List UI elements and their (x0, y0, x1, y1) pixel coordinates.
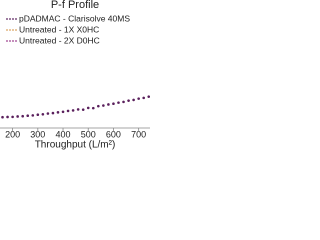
legend-marker (15, 29, 17, 31)
data-point (76, 108, 80, 111)
legend-marker (12, 18, 14, 20)
x-tick-label: 300 (30, 129, 45, 139)
legend-marker (15, 40, 17, 42)
x-axis-label: Throughput (L/m²) (35, 140, 116, 150)
legend-label: pDADMAC - Clarisolve 40MS (19, 13, 130, 23)
legend-marker (15, 18, 17, 20)
data-point (26, 114, 30, 117)
chart-title: P-f Profile (51, 0, 99, 11)
legend-marker (6, 18, 8, 20)
legend-marker (9, 40, 11, 42)
data-point (11, 115, 14, 119)
data-point (137, 97, 140, 100)
data-point (112, 102, 115, 105)
data-point (36, 113, 40, 117)
data-point (97, 104, 100, 108)
data-point (117, 101, 120, 104)
x-tick-label: 500 (81, 129, 96, 139)
data-point (31, 114, 35, 117)
data-point (51, 111, 55, 115)
data-point (61, 110, 65, 114)
x-tick-label: 200 (5, 129, 20, 139)
legend-marker (9, 29, 11, 31)
data-point (56, 111, 60, 114)
legend-label: Untreated - 2X D0HC (19, 35, 100, 45)
legend-marker (12, 29, 14, 31)
x-tick-label: 600 (106, 129, 121, 139)
data-point (1, 115, 4, 119)
data-point (86, 106, 90, 110)
data-point (127, 99, 130, 102)
data-point (6, 115, 9, 119)
legend-marker (12, 40, 14, 42)
data-point (102, 104, 105, 107)
data-point (16, 115, 19, 118)
data-point (107, 103, 110, 106)
data-point (147, 95, 150, 98)
data-point (46, 112, 50, 115)
legend-label: Untreated - 1X X0HC (19, 24, 99, 34)
data-point (66, 109, 70, 113)
x-tick-label: 700 (131, 129, 146, 139)
data-point (132, 98, 135, 102)
data-point (142, 96, 145, 100)
legend-marker (9, 18, 11, 20)
data-point (81, 108, 85, 111)
data-point (21, 114, 24, 118)
legend-marker (6, 29, 8, 31)
data-point (91, 106, 95, 110)
data-point (71, 109, 75, 112)
x-tick-label: 400 (56, 129, 71, 139)
data-point (41, 112, 45, 116)
data-point (122, 100, 125, 104)
chart: P-f Profile Throughput (L/m²) 200 300 400 5… (0, 0, 150, 150)
legend-marker (6, 40, 8, 42)
